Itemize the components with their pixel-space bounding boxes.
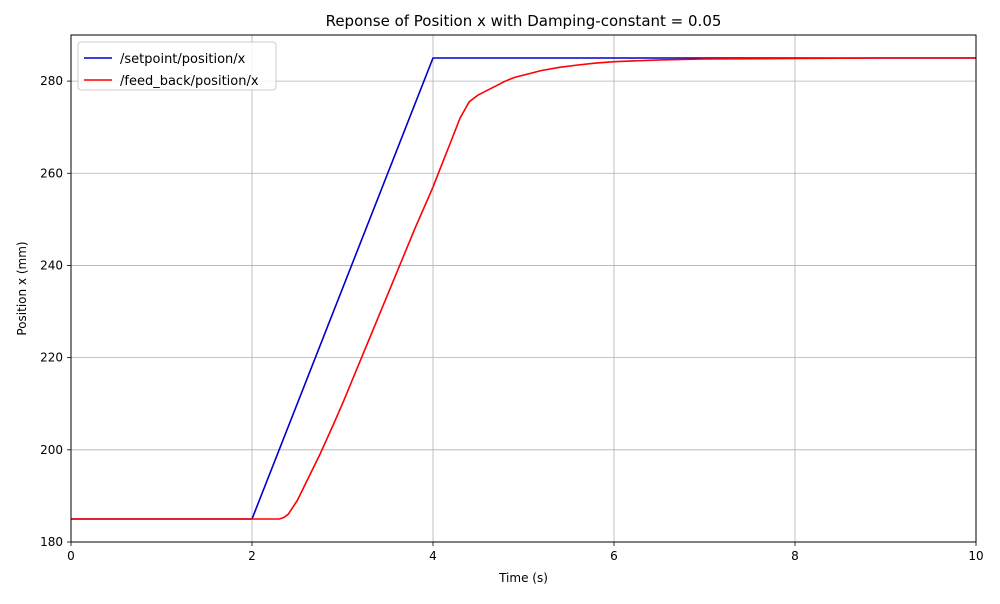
legend-box xyxy=(77,41,277,91)
series-line-feedback xyxy=(71,57,976,520)
x-tick-label: 0 xyxy=(67,549,75,563)
grid xyxy=(70,35,977,543)
y-tick-label: 280 xyxy=(40,74,63,88)
x-tick-label: 8 xyxy=(791,549,799,563)
x-tick-label: 6 xyxy=(610,549,618,563)
chart-title: Reponse of Position x with Damping-const… xyxy=(326,12,722,30)
legend-label-feedback: /feed_back/position/x xyxy=(120,74,259,89)
y-tick-label: 240 xyxy=(40,258,63,272)
y-tick-label: 180 xyxy=(40,535,63,549)
x-tick-label: 4 xyxy=(429,549,437,563)
y-tick-label: 200 xyxy=(40,443,63,457)
legend: /setpoint/position/x /feed_back/position… xyxy=(77,41,277,91)
series-lines xyxy=(71,57,976,520)
axis-ticks: 0 2 4 6 8 10 180 200 220 240 260 280 xyxy=(40,74,984,563)
legend-label-setpoint: /setpoint/position/x xyxy=(120,52,246,67)
y-axis-label: Position x (mm) xyxy=(15,241,29,335)
y-tick-label: 220 xyxy=(40,351,63,365)
y-tick-label: 260 xyxy=(40,166,63,180)
plot-frame xyxy=(70,34,977,543)
x-tick-label: 2 xyxy=(248,549,256,563)
x-axis-label: Time (s) xyxy=(498,571,548,585)
x-tick-label: 10 xyxy=(968,549,983,563)
